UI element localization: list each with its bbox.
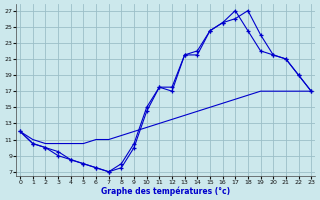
X-axis label: Graphe des températures (°c): Graphe des températures (°c) [101, 186, 230, 196]
